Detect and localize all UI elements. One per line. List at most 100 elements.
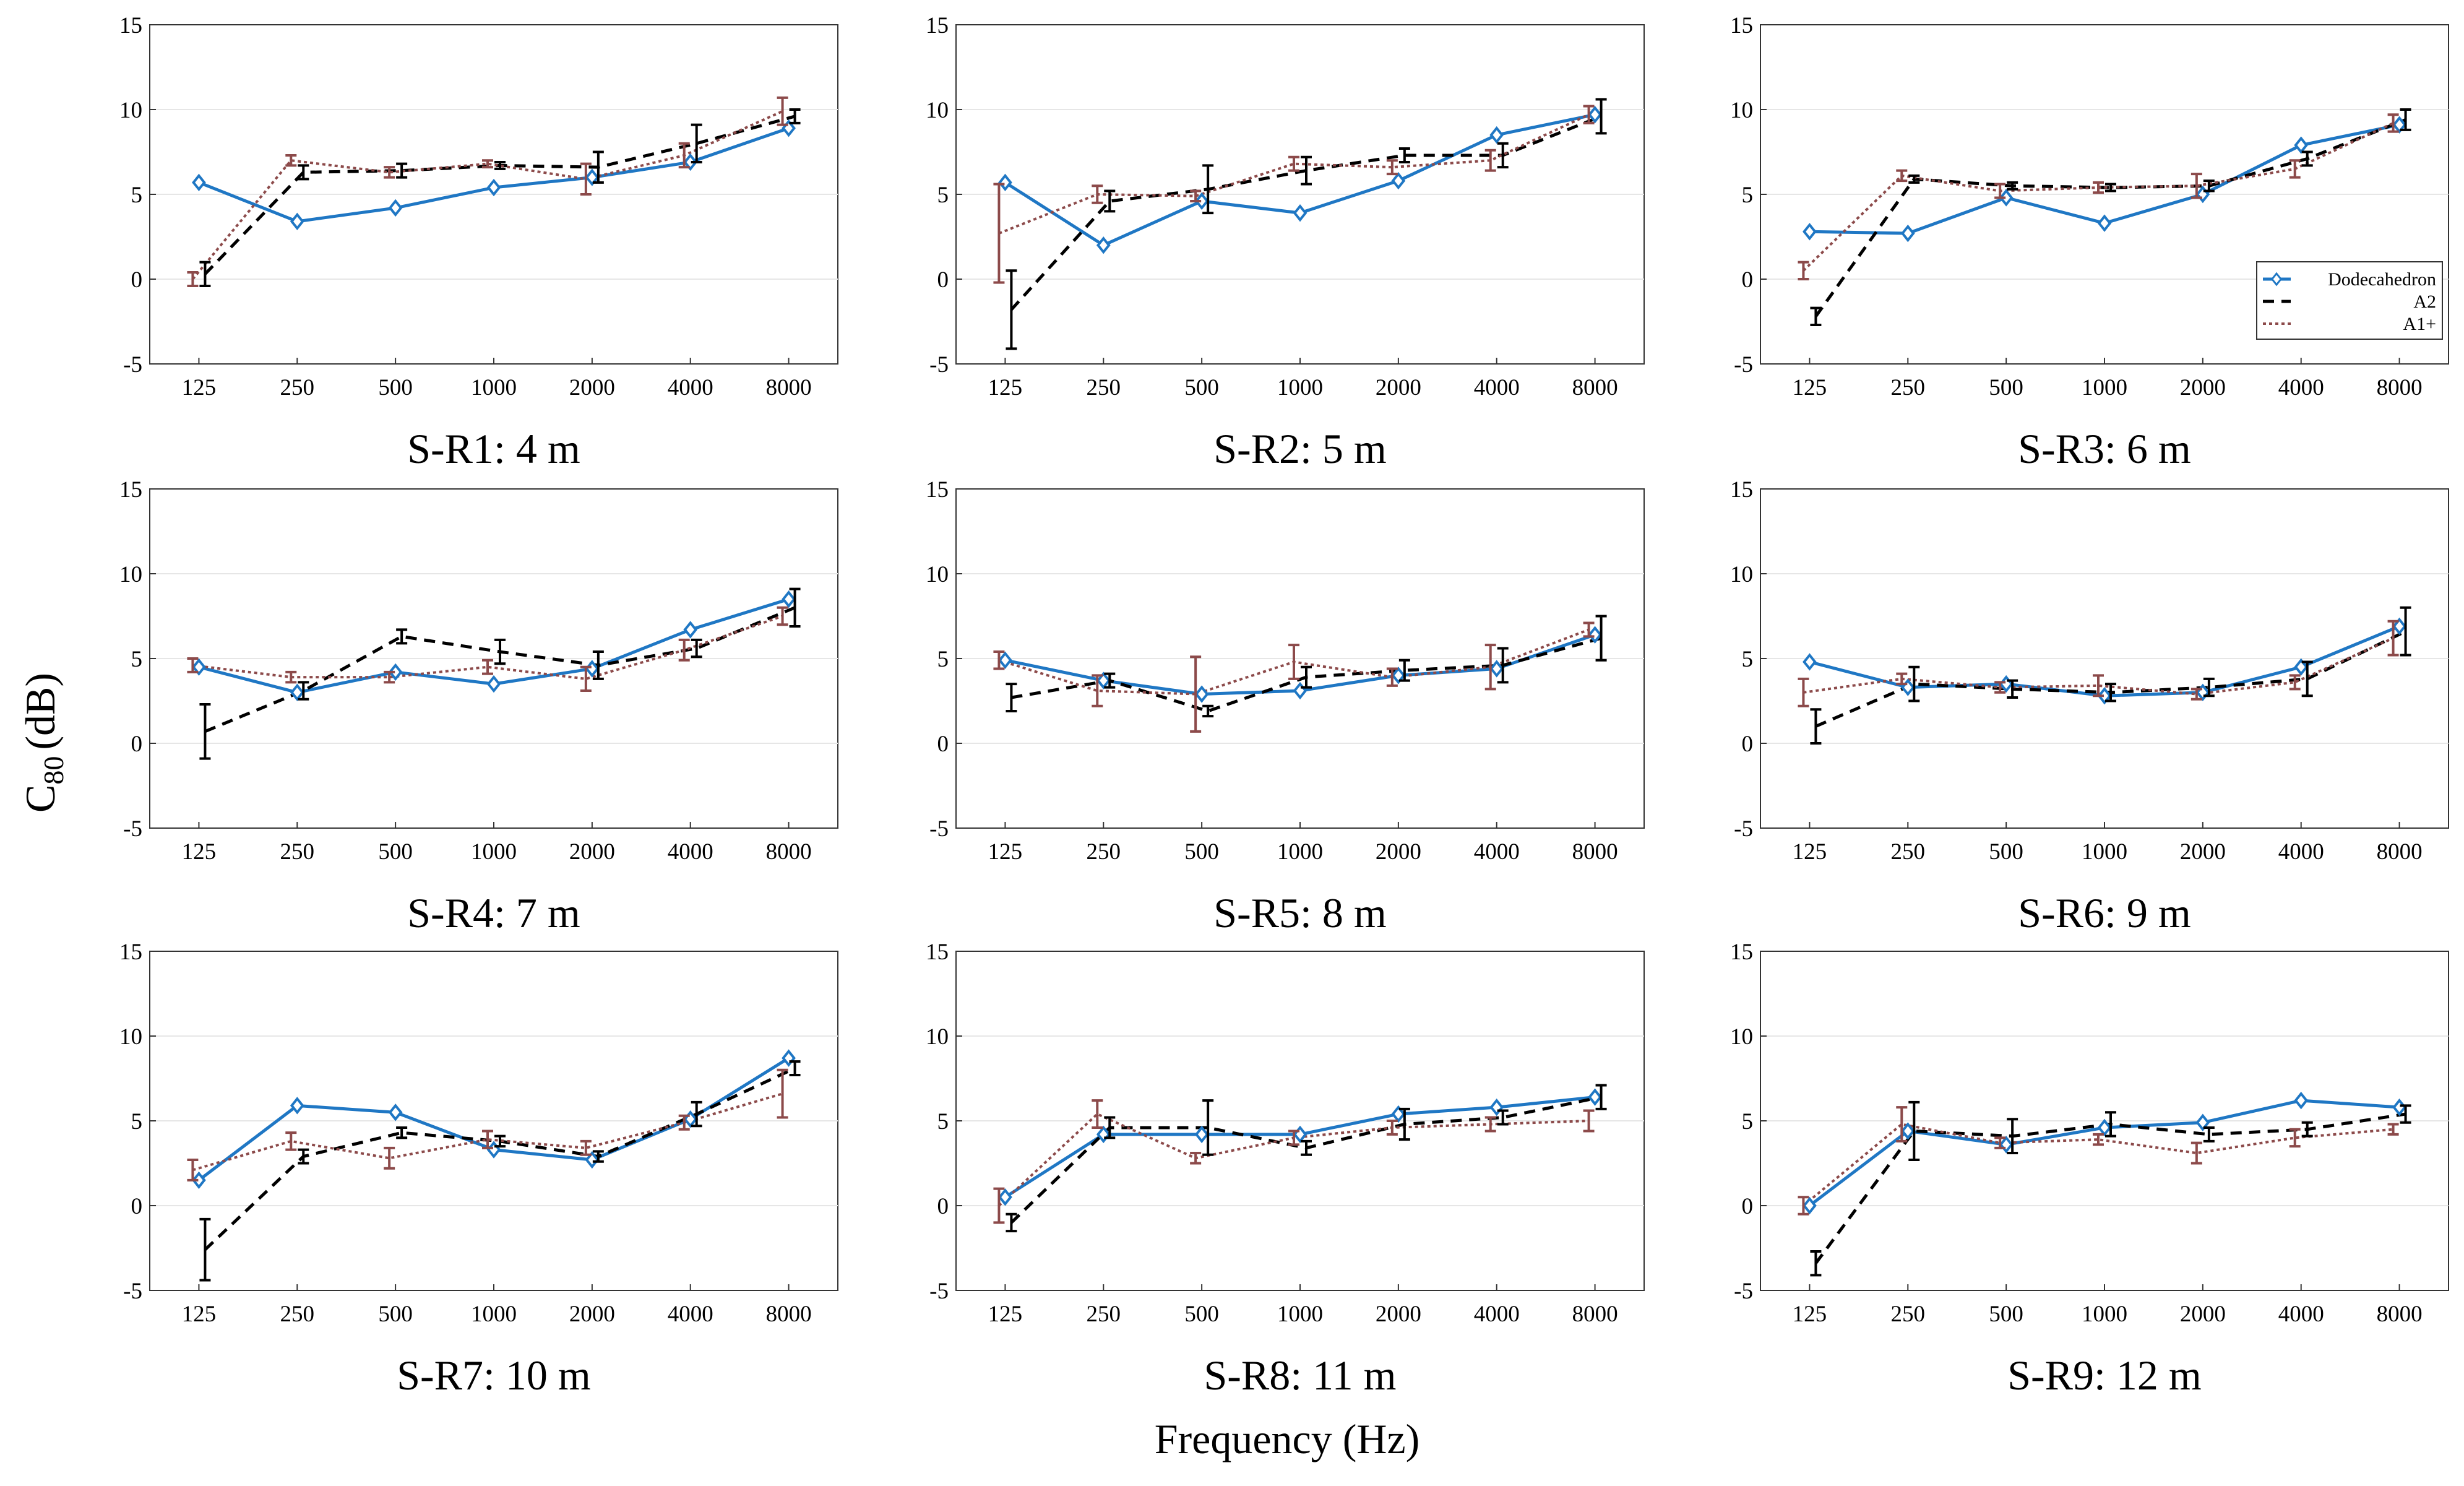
data-point xyxy=(1391,667,1406,685)
y-tick-label: 5 xyxy=(1742,647,1754,672)
chart-panel-2: -5 0 5 10 15 125 250 500 1000 2000 4000 8000 S-R2: 5… xyxy=(926,13,1645,472)
x-tick-label: 1000 xyxy=(2082,1302,2127,1327)
data-point xyxy=(2097,214,2112,232)
x-tick-label: 2000 xyxy=(1376,1302,1421,1327)
x-tick-label: 500 xyxy=(1184,839,1219,865)
y-tick-label: -5 xyxy=(123,352,142,378)
y-tick-label: 5 xyxy=(1742,183,1754,208)
chart-panel-9: -5 0 5 10 15 125 250 500 1000 2000 4000 8000 S-R9: 1… xyxy=(1730,940,2449,1399)
data-point xyxy=(1096,236,1111,254)
x-tick-label: 4000 xyxy=(1474,1302,1520,1327)
y-tick-label: 0 xyxy=(1742,1194,1754,1219)
y-axis-label-main: C xyxy=(17,785,64,813)
panel-title: S-R6: 9 m xyxy=(2018,889,2191,936)
x-tick-label: 500 xyxy=(1184,1302,1219,1327)
y-tick-label: 15 xyxy=(119,477,142,503)
data-point xyxy=(1803,1196,1817,1215)
data-point xyxy=(1194,192,1209,210)
data-point xyxy=(1391,171,1406,190)
data-point xyxy=(290,212,304,231)
data-point xyxy=(388,663,403,681)
y-tick-label: 15 xyxy=(119,940,142,965)
x-tick-label: 125 xyxy=(1793,839,1827,865)
panel-title: S-R8: 11 m xyxy=(1204,1352,1396,1399)
data-point xyxy=(1999,189,2014,207)
x-tick-label: 4000 xyxy=(668,839,713,865)
data-point xyxy=(2294,658,2309,676)
x-tick-label: 250 xyxy=(1087,375,1121,400)
chart-panel-4: -5 0 5 10 15 125 250 500 1000 2000 4000 8000 S-R4: 7… xyxy=(119,477,838,936)
y-tick-label: 10 xyxy=(119,562,142,587)
y-tick-label: 10 xyxy=(1730,562,1753,587)
x-tick-label: 4000 xyxy=(1474,375,1520,400)
y-tick-label: 15 xyxy=(926,940,949,965)
data-point xyxy=(998,1188,1012,1206)
data-point xyxy=(2097,687,2112,705)
x-tick-label: 250 xyxy=(1891,1302,1926,1327)
y-tick-label: -5 xyxy=(1734,1279,1753,1304)
chart-panel-7: -5 0 5 10 15 125 250 500 1000 2000 4000 8000 S-R7: 1… xyxy=(119,940,838,1399)
x-tick-label: 8000 xyxy=(1572,375,1618,400)
y-tick-label: 0 xyxy=(131,267,143,293)
x-tick-label: 1000 xyxy=(471,839,517,865)
x-tick-label: 125 xyxy=(988,1302,1023,1327)
data-point xyxy=(1803,223,1817,241)
x-axis-label: Frequency (Hz) xyxy=(1155,1415,1420,1462)
data-point xyxy=(2097,1118,2112,1137)
y-tick-label: 10 xyxy=(926,562,949,587)
panel-title: S-R3: 6 m xyxy=(2018,425,2191,472)
data-point xyxy=(1999,1136,2014,1154)
x-tick-label: 8000 xyxy=(766,375,812,400)
data-point xyxy=(1900,1122,1915,1140)
x-tick-label: 4000 xyxy=(668,375,713,400)
panel-title: S-R7: 10 m xyxy=(397,1352,591,1399)
chart-panel-8: -5 0 5 10 15 125 250 500 1000 2000 4000 8000 S-R8: 1… xyxy=(926,940,1645,1399)
y-tick-label: -5 xyxy=(929,1279,949,1304)
x-tick-label: 2000 xyxy=(1376,839,1421,865)
data-point xyxy=(486,675,501,693)
x-tick-label: 8000 xyxy=(2377,839,2423,865)
x-tick-label: 8000 xyxy=(1572,839,1618,865)
y-tick-label: 0 xyxy=(937,1194,949,1219)
x-tick-label: 500 xyxy=(1989,1302,2023,1327)
x-tick-label: 125 xyxy=(1793,375,1827,400)
y-tick-label: -5 xyxy=(123,816,142,842)
x-tick-label: 4000 xyxy=(2278,375,2324,400)
data-point xyxy=(1588,1088,1602,1106)
y-tick-label: 15 xyxy=(1730,477,1753,503)
y-tick-label: 5 xyxy=(131,1109,143,1134)
panel-title: S-R2: 5 m xyxy=(1213,425,1387,472)
y-tick-label: 15 xyxy=(926,13,949,38)
data-point xyxy=(192,173,206,192)
y-tick-label: 10 xyxy=(1730,98,1753,123)
y-tick-label: 5 xyxy=(937,647,949,672)
legend-label-3: A1+ xyxy=(2403,314,2436,334)
panel-title: S-R1: 4 m xyxy=(407,425,580,472)
data-point xyxy=(998,173,1012,192)
y-tick-label: 0 xyxy=(131,732,143,757)
x-tick-label: 125 xyxy=(182,839,217,865)
x-tick-label: 500 xyxy=(378,839,413,865)
chart-panel-5: -5 0 5 10 15 125 250 500 1000 2000 4000 8000 S-R5: 8… xyxy=(926,477,1645,936)
x-tick-label: 2000 xyxy=(2180,1302,2226,1327)
x-tick-label: 1000 xyxy=(471,375,517,400)
x-tick-label: 4000 xyxy=(2278,1302,2324,1327)
x-tick-label: 1000 xyxy=(2082,375,2127,400)
y-tick-label: 5 xyxy=(131,647,143,672)
data-point xyxy=(2392,116,2406,134)
y-tick-label: -5 xyxy=(1734,816,1753,842)
chart-panel-1: -5 0 5 10 15 125 250 500 1000 2000 4000 8000 S-R1: 4… xyxy=(119,13,838,472)
chart-panel-6: -5 0 5 10 15 125 250 500 1000 2000 4000 8000 S-R6: 9… xyxy=(1730,477,2449,936)
data-point xyxy=(782,590,796,608)
y-tick-label: 0 xyxy=(937,267,949,293)
y-tick-label: -5 xyxy=(929,816,949,842)
data-point xyxy=(1096,672,1111,689)
x-tick-label: 1000 xyxy=(1277,1302,1323,1327)
data-point xyxy=(1391,1105,1406,1123)
legend-label-2: A2 xyxy=(2413,292,2436,312)
x-tick-label: 250 xyxy=(280,839,315,865)
y-tick-label: 15 xyxy=(926,477,949,503)
